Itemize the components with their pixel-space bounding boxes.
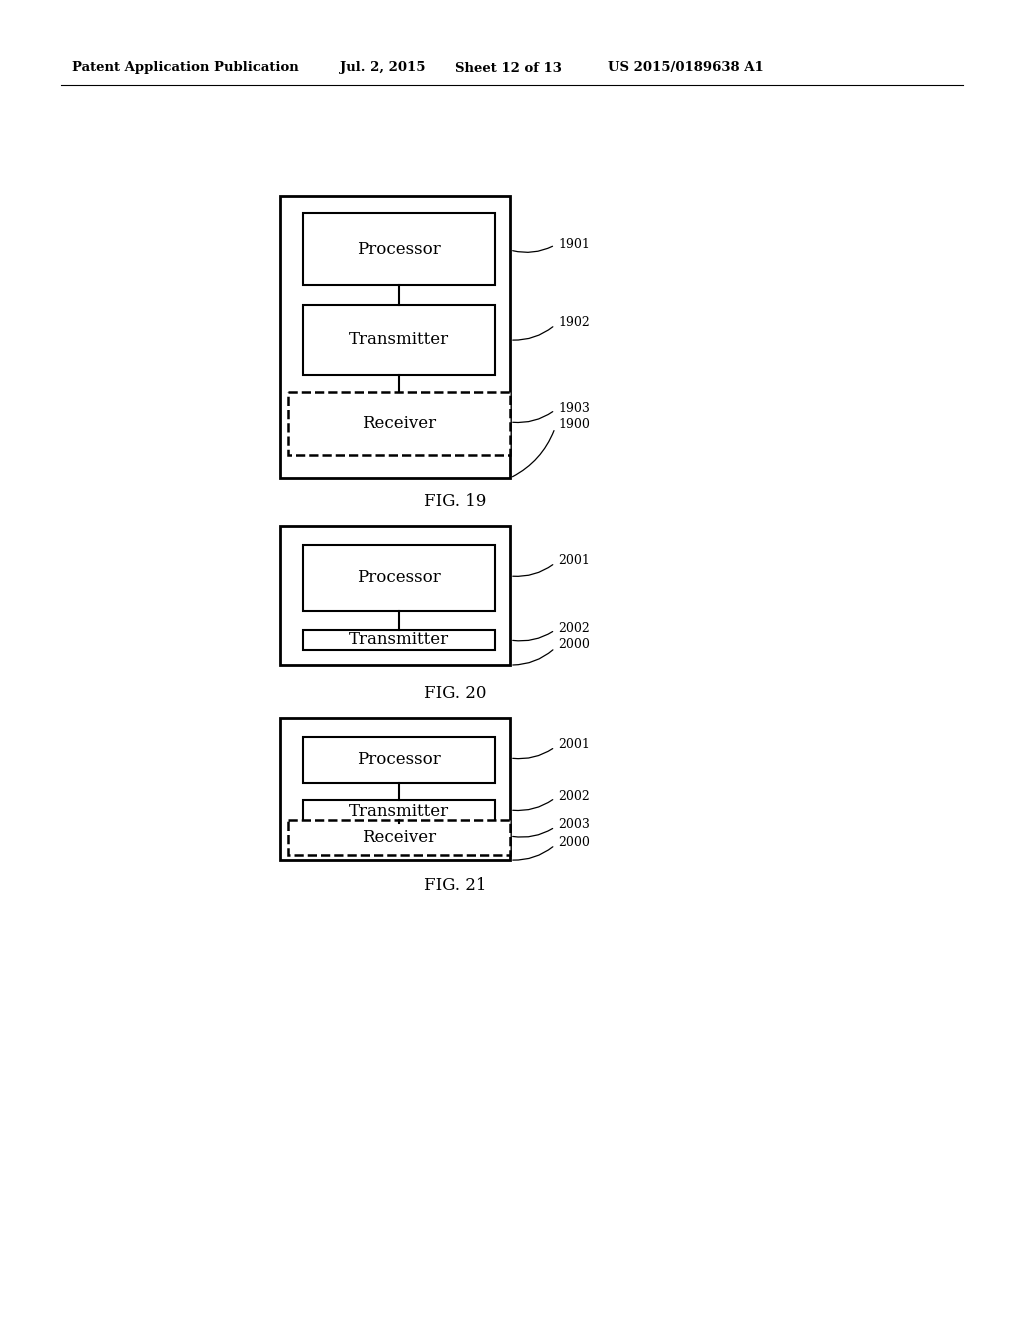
Text: Receiver: Receiver — [361, 414, 436, 432]
Text: 2000: 2000 — [558, 639, 590, 652]
Text: 2001: 2001 — [558, 738, 590, 751]
Bar — [280, 525, 510, 665]
Text: 2002: 2002 — [558, 789, 590, 803]
Text: Patent Application Publication: Patent Application Publication — [72, 62, 299, 74]
Bar — [303, 545, 495, 611]
Text: Sheet 12 of 13: Sheet 12 of 13 — [455, 62, 562, 74]
Text: US 2015/0189638 A1: US 2015/0189638 A1 — [608, 62, 764, 74]
Text: 1903: 1903 — [558, 401, 590, 414]
Bar — [280, 718, 510, 861]
Text: Processor: Processor — [357, 240, 441, 257]
Bar — [303, 213, 495, 285]
Text: Transmitter: Transmitter — [349, 331, 450, 348]
Text: 2003: 2003 — [558, 818, 590, 832]
Bar — [288, 820, 510, 855]
Text: FIG. 21: FIG. 21 — [424, 878, 486, 895]
Text: FIG. 19: FIG. 19 — [424, 494, 486, 511]
Text: Receiver: Receiver — [361, 829, 436, 846]
Text: FIG. 20: FIG. 20 — [424, 685, 486, 702]
Text: 1901: 1901 — [558, 238, 590, 251]
Text: 2002: 2002 — [558, 622, 590, 635]
Text: 1902: 1902 — [558, 317, 590, 330]
Bar — [303, 630, 495, 649]
Text: 2001: 2001 — [558, 554, 590, 568]
Bar — [303, 305, 495, 375]
Text: 1900: 1900 — [558, 418, 590, 432]
Bar — [303, 800, 495, 822]
Text: 2000: 2000 — [558, 837, 590, 850]
Text: Processor: Processor — [357, 569, 441, 586]
Bar — [280, 195, 510, 478]
Bar — [288, 392, 510, 455]
Bar — [303, 737, 495, 783]
Text: Jul. 2, 2015: Jul. 2, 2015 — [340, 62, 426, 74]
Text: Transmitter: Transmitter — [349, 803, 450, 820]
Text: Transmitter: Transmitter — [349, 631, 450, 648]
Text: Processor: Processor — [357, 751, 441, 768]
